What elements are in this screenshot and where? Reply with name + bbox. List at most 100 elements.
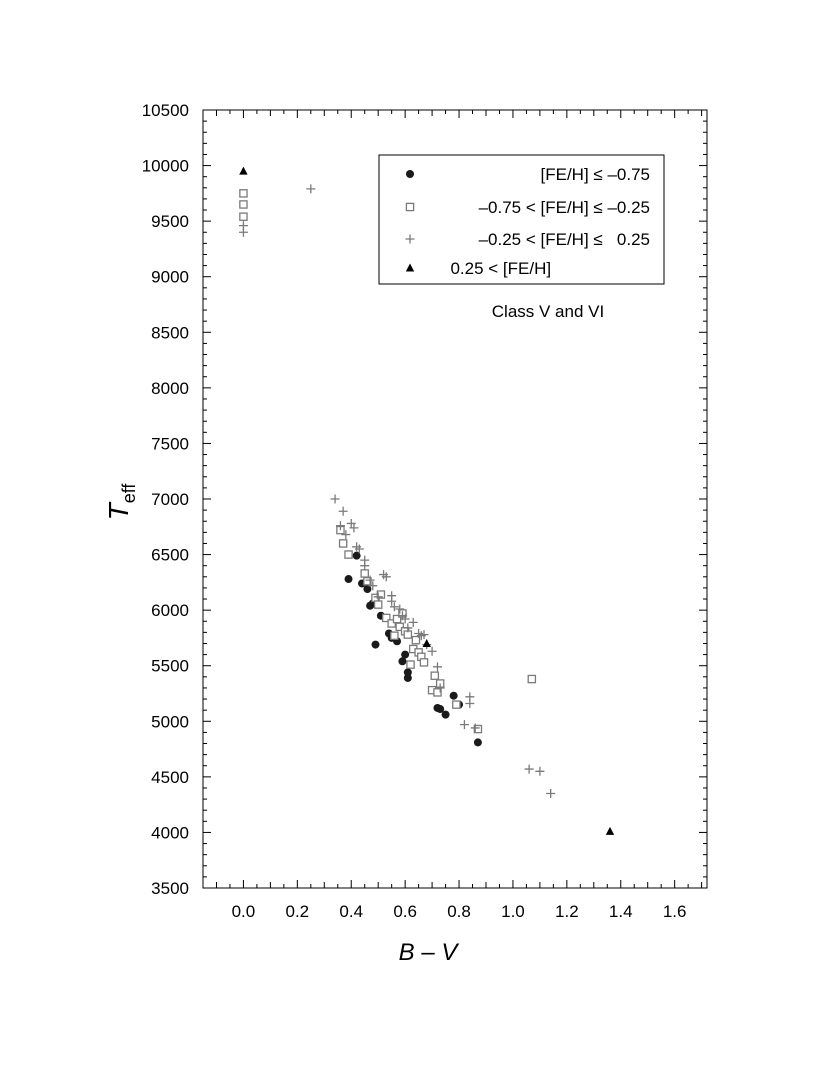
data-point-series-2: [470, 723, 480, 733]
legend-markers: [405, 170, 415, 272]
legend-marker-3: [405, 263, 415, 272]
y-tick-label: 4500: [151, 768, 189, 787]
data-point-series-0: [473, 738, 482, 747]
y-tick-label: 4000: [151, 823, 189, 842]
y-tick-label: 6500: [151, 546, 189, 565]
y-tick-label: 8500: [151, 323, 189, 342]
data-point-series-0: [363, 585, 372, 594]
data-point-series-2: [435, 683, 445, 693]
legend-label-1: –0.75 < [FE/H] ≤ –0.25: [479, 198, 650, 217]
legend-marker-1: [405, 202, 415, 212]
data-point-series-0: [449, 691, 458, 700]
x-tick-label: 0.0: [232, 902, 256, 921]
x-tick-label: 1.2: [555, 902, 579, 921]
data-point-series-2: [459, 720, 469, 730]
y-tick-label: 6000: [151, 601, 189, 620]
data-point-series-1: [406, 660, 415, 669]
x-tick-label: 0.8: [447, 902, 471, 921]
data-point-series-2: [354, 544, 364, 554]
legend: [FE/H] ≤ –0.75 –0.75 < [FE/H] ≤ –0.25 –0…: [378, 154, 665, 285]
data-point-series-1: [239, 189, 248, 198]
data-point-series-0: [398, 657, 407, 666]
data-point-series-0: [441, 710, 450, 719]
data-point-series-2: [427, 646, 437, 656]
data-point-series-2: [395, 604, 405, 614]
y-axis-title: Teff: [103, 483, 139, 521]
x-axis-title: B – V: [399, 939, 460, 966]
data-point-series-1: [433, 688, 442, 697]
data-point-series-0: [352, 551, 361, 560]
legend-label-3: 0.25 < [FE/H]: [441, 259, 551, 278]
y-tick-label: 7500: [151, 434, 189, 453]
data-point-series-2: [365, 575, 375, 585]
data-point-series-1: [452, 700, 461, 709]
data-point-series-2: [341, 530, 351, 540]
data-point-series-1: [239, 212, 248, 221]
x-tick-label: 0.2: [286, 902, 310, 921]
data-point-series-2: [535, 766, 545, 776]
data-point-series-1: [390, 631, 399, 640]
y-axis-title-main: T: [103, 501, 134, 520]
data-point-series-0: [403, 673, 412, 682]
data-points: [238, 166, 615, 835]
legend-label-2: –0.25 < [FE/H] ≤ 0.25: [479, 230, 650, 249]
y-tick-label: 10000: [142, 157, 189, 176]
data-point-series-2: [408, 617, 418, 627]
x-tick-label: 0.6: [393, 902, 417, 921]
x-tick-label: 1.0: [501, 902, 525, 921]
data-point-series-0: [403, 668, 412, 677]
data-point-series-1: [473, 724, 483, 734]
data-point-series-1: [387, 619, 396, 628]
data-point-series-2: [465, 699, 475, 709]
y-tick-labels: 3500 4000 4500 5000 5500 6000 6500 7000 7500 8000…: [142, 101, 189, 898]
data-point-series-2: [368, 581, 378, 591]
data-point-series-2: [524, 764, 534, 774]
x-tick-label: 1.4: [609, 902, 633, 921]
data-point-series-1: [527, 674, 537, 684]
data-point-series-0: [436, 705, 445, 714]
data-point-series-2: [335, 521, 345, 531]
data-point-series-1: [344, 550, 353, 559]
data-point-series-1: [419, 658, 429, 667]
data-point-series-1: [373, 600, 383, 609]
data-point-series-2: [432, 662, 442, 672]
x-tick-label: 1.6: [663, 902, 687, 921]
data-point-series-3: [239, 166, 248, 175]
data-point-series-2: [349, 523, 359, 533]
data-point-series-0: [401, 650, 410, 659]
data-point-series-2: [419, 630, 429, 640]
y-tick-label: 3500: [151, 879, 189, 898]
y-axis-title-sub: eff: [119, 483, 139, 504]
legend-marker-0: [406, 170, 414, 178]
data-point-series-1: [395, 622, 404, 632]
data-point-series-2: [360, 561, 370, 571]
y-tick-label: 9500: [151, 212, 189, 231]
legend-box: [378, 154, 665, 285]
data-point-series-2: [238, 227, 248, 237]
legend-label-0: [FE/H] ≤ –0.75: [541, 165, 651, 184]
data-point-series-0: [371, 640, 380, 649]
data-point-series-2: [373, 592, 383, 602]
y-tick-label: 9000: [151, 268, 189, 287]
data-point-series-1: [363, 576, 372, 586]
data-point-series-1: [376, 590, 386, 599]
data-point-series-0: [344, 575, 353, 584]
data-point-series-3: [605, 826, 615, 835]
axis-ticks: [203, 109, 707, 889]
legend-marker-2: [405, 234, 415, 244]
data-point-series-2: [403, 623, 413, 633]
data-point-series-2: [381, 572, 391, 582]
y-tick-label: 5500: [151, 657, 189, 676]
data-point-series-2: [400, 614, 410, 624]
x-tick-labels: 0.0 0.2 0.4 0.6 0.8 1.0 1.2 1.4 1.6: [232, 902, 687, 921]
data-point-series-1: [411, 635, 421, 645]
data-point-series-1: [239, 200, 248, 209]
data-point-series-2: [546, 789, 556, 799]
data-point-series-2: [330, 494, 340, 504]
data-point-series-1: [338, 539, 348, 548]
data-point-series-2: [306, 184, 316, 194]
data-point-series-1: [382, 613, 391, 623]
data-point-series-1: [430, 671, 440, 680]
data-point-series-3: [422, 638, 431, 647]
